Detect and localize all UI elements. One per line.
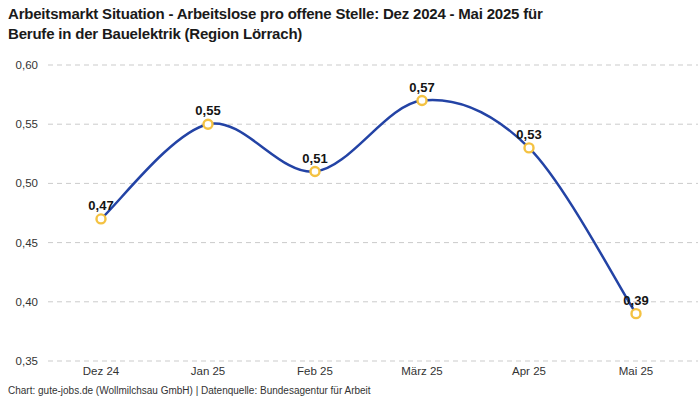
data-point-label: 0,53 xyxy=(516,127,541,142)
data-point-marker xyxy=(418,96,427,105)
data-point-marker xyxy=(204,120,213,129)
y-tick-label: 0,60 xyxy=(16,59,38,71)
data-point-label: 0,39 xyxy=(623,293,648,308)
x-tick-label: Dez 24 xyxy=(83,365,120,377)
data-point-marker xyxy=(525,143,534,152)
data-point-marker xyxy=(311,167,320,176)
y-tick-label: 0,35 xyxy=(16,355,38,367)
line-chart: 0,60 0,55 0,50 0,45 0,40 0,35 Dez 24 Jan 25 Feb … xyxy=(0,0,700,400)
data-point-label: 0,51 xyxy=(302,151,327,166)
y-tick-label: 0,40 xyxy=(16,296,38,308)
x-tick-label: Feb 25 xyxy=(297,365,333,377)
x-tick-label: Apr 25 xyxy=(512,365,546,377)
chart-source-note: Chart: gute-jobs.de (Wollmilchsau GmbH) … xyxy=(8,385,692,396)
data-point-marker xyxy=(632,309,641,318)
x-tick-label: Jan 25 xyxy=(191,365,226,377)
series-line-path xyxy=(101,100,636,314)
y-tick-label: 0,45 xyxy=(16,237,38,249)
data-point-marker xyxy=(97,214,106,223)
chart-page: Arbeitsmarkt Situation - Arbeitslose pro… xyxy=(0,0,700,400)
data-point-label: 0,55 xyxy=(195,103,220,118)
y-tick-label: 0,55 xyxy=(16,118,38,130)
x-tick-label: März 25 xyxy=(401,365,443,377)
data-point-label: 0,47 xyxy=(88,198,113,213)
data-point-label: 0,57 xyxy=(409,80,434,95)
x-tick-label: Mai 25 xyxy=(619,365,654,377)
y-tick-label: 0,50 xyxy=(16,177,38,189)
